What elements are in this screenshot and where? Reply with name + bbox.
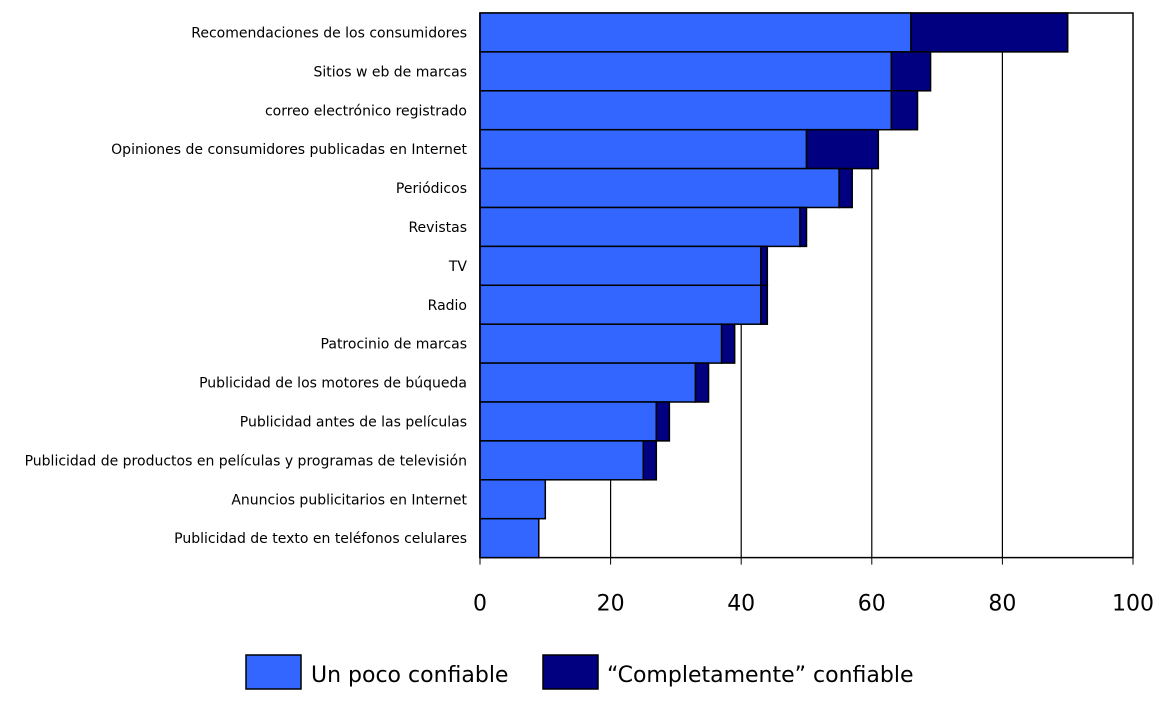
category-label: Publicidad antes de las películas — [240, 414, 467, 430]
bar-segment — [838, 167, 853, 209]
bar-segment — [479, 167, 840, 209]
bar-segment — [910, 12, 1069, 53]
legend-label-series-2: “Completamente” confiable — [607, 663, 914, 688]
bar-segment — [479, 90, 893, 131]
bar-segment — [760, 284, 769, 325]
x-tick-label: 80 — [988, 592, 1016, 617]
bar-segment — [720, 323, 736, 364]
category-label: Opiniones de consumidores publicadas en … — [111, 142, 467, 158]
category-label: Radio — [428, 298, 467, 314]
x-tick-label: 40 — [727, 592, 755, 617]
bar-segment — [694, 362, 710, 403]
category-label: Anuncios publicitarios en Internet — [231, 492, 467, 508]
bar-segment — [479, 323, 723, 364]
bar-segment — [760, 245, 769, 287]
bar-segment — [479, 12, 912, 53]
category-label: Sitios w eb de marcas — [313, 64, 467, 80]
bar-segment — [479, 479, 547, 520]
category-label: TV — [448, 259, 468, 275]
bar-segment — [479, 245, 762, 287]
bar-segment — [479, 206, 801, 248]
bar-segment — [479, 284, 762, 325]
category-label: Publicidad de productos en películas y p… — [25, 453, 467, 469]
category-label: Publicidad de los motores de búqueda — [199, 376, 467, 392]
x-tick-label: 20 — [597, 592, 625, 617]
bar-segment — [799, 206, 808, 248]
bar-segment — [890, 90, 919, 131]
bar-segment — [479, 128, 808, 170]
bar-segment — [655, 401, 671, 442]
bar-segment — [479, 362, 697, 403]
category-label: correo electrónico registrado — [265, 103, 467, 119]
bar-segment — [479, 51, 893, 92]
legend-swatch-series-1 — [245, 654, 302, 690]
bar-segment — [479, 517, 540, 559]
bar-segment — [805, 128, 880, 170]
legend-swatch-series-2 — [542, 654, 599, 690]
x-tick-label: 60 — [858, 592, 886, 617]
category-label: Recomendaciones de los consumidores — [191, 25, 467, 41]
bar-segment — [890, 51, 932, 92]
category-label: Revistas — [408, 220, 467, 236]
bar-segment — [479, 440, 644, 481]
bar-segment — [642, 440, 658, 481]
bar-segment — [479, 401, 658, 442]
x-tick-label: 100 — [1112, 592, 1154, 617]
category-label: Periódicos — [396, 181, 467, 197]
legend-label-series-1: Un poco confiable — [311, 663, 508, 688]
x-tick-label: 0 — [473, 592, 487, 617]
category-label: Patrocinio de marcas — [321, 337, 467, 353]
category-label: Publicidad de texto en teléfonos celular… — [174, 531, 467, 547]
